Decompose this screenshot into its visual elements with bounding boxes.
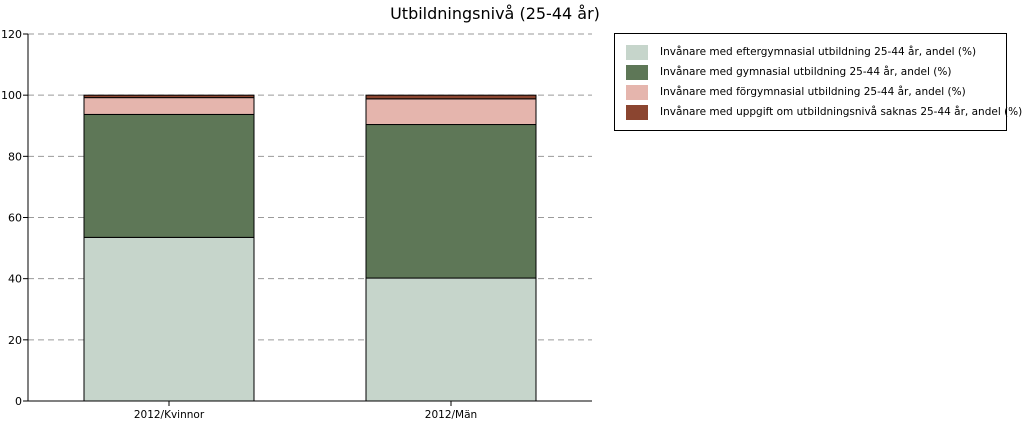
- x-tick-label: 2012/Kvinnor: [134, 409, 205, 421]
- bar-segment: [83, 236, 255, 402]
- y-tick-label: 80: [8, 150, 22, 163]
- x-tick-label: 2012/Män: [425, 409, 477, 421]
- y-tick-label: 20: [8, 334, 22, 347]
- legend-item: Invånare med gymnasial utbildning 25-44 …: [626, 64, 951, 80]
- bar-segment: [365, 94, 537, 100]
- bar-segment: [365, 98, 537, 126]
- y-tick-label: 100: [1, 89, 22, 102]
- legend-swatch: [626, 44, 648, 60]
- y-tick-label: 0: [15, 395, 22, 408]
- legend-swatch: [626, 84, 648, 100]
- legend-item: Invånare med uppgift om utbildningsnivå …: [626, 104, 1022, 120]
- bar-segment: [83, 97, 255, 115]
- bar-segment: [83, 113, 255, 238]
- legend: Invånare med eftergymnasial utbildning 2…: [614, 33, 1022, 131]
- legend-item: Invånare med förgymnasial utbildning 25-…: [626, 84, 966, 100]
- y-tick-label: 40: [8, 273, 22, 286]
- y-tick-label: 120: [1, 28, 22, 41]
- legend-label: Invånare med uppgift om utbildningsnivå …: [660, 106, 1023, 118]
- y-tick-label: 60: [8, 212, 22, 225]
- bar-segment: [83, 94, 255, 99]
- bar-segment: [365, 277, 537, 402]
- legend-swatch: [626, 64, 648, 80]
- legend-item: Invånare med eftergymnasial utbildning 2…: [626, 44, 976, 60]
- bar-segment: [365, 124, 537, 279]
- legend-swatch: [626, 104, 648, 120]
- legend-label: Invånare med förgymnasial utbildning 25-…: [660, 86, 966, 98]
- legend-label: Invånare med gymnasial utbildning 25-44 …: [660, 66, 952, 78]
- chart-title: Utbildningsnivå (25-44 år): [390, 4, 600, 23]
- legend-label: Invånare med eftergymnasial utbildning 2…: [660, 46, 977, 58]
